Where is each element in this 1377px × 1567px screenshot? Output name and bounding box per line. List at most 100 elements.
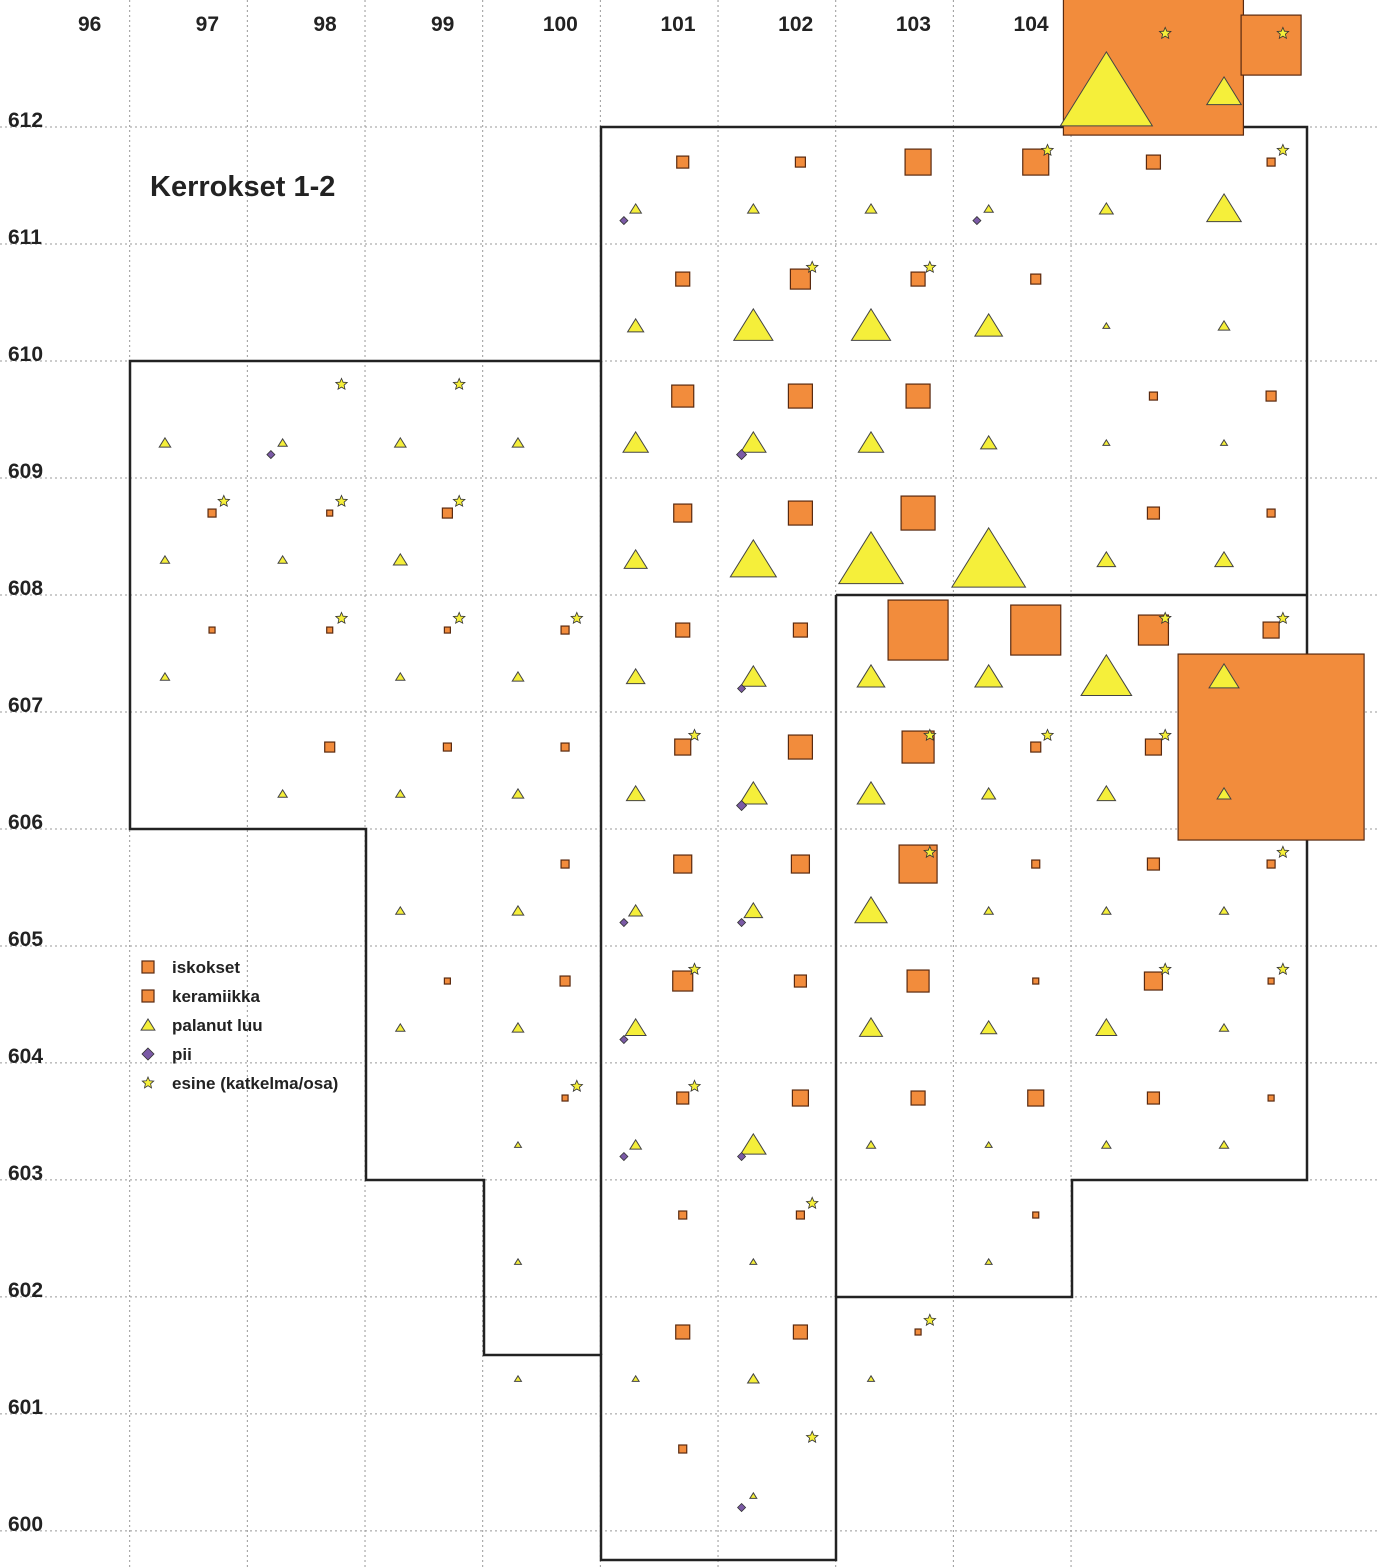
find-triangle <box>1218 1139 1230 1149</box>
find-triangle <box>1205 75 1243 106</box>
find-square <box>794 156 807 168</box>
find-triangle <box>394 905 406 915</box>
y-tick-label: 606 <box>8 811 43 834</box>
legend-label: keramiikka <box>172 987 260 1006</box>
find-triangle <box>394 788 406 798</box>
find-triangle <box>1219 438 1229 446</box>
x-tick-label: 101 <box>661 13 696 36</box>
find-triangle <box>973 663 1004 688</box>
find-triangle <box>277 788 289 798</box>
find-square <box>1144 738 1163 756</box>
find-triangle <box>746 202 760 214</box>
find-triangle <box>1096 550 1117 568</box>
find-triangle <box>984 1257 994 1265</box>
y-tick-label: 607 <box>8 694 43 717</box>
find-square <box>675 271 691 287</box>
find-square <box>678 1444 688 1454</box>
tick-labels: 96 97 98 99 100 101 102 103 104 612 611 610 609 608 60… <box>8 13 1049 1536</box>
find-diamond <box>737 917 747 928</box>
find-triangle <box>1218 905 1230 915</box>
find-triangle <box>511 670 525 682</box>
find-triangle <box>1098 201 1115 215</box>
find-star <box>217 494 231 508</box>
find-square <box>678 1210 688 1220</box>
find-star <box>1158 962 1172 976</box>
find-square <box>672 970 694 992</box>
y-tick-label: 600 <box>8 1513 43 1536</box>
x-tick-label: 98 <box>313 13 337 36</box>
find-square <box>673 503 693 523</box>
find-square <box>671 384 695 408</box>
find-square <box>1030 273 1042 285</box>
find-triangle <box>392 552 409 566</box>
find-triangle <box>739 1132 767 1155</box>
find-star <box>923 728 937 742</box>
find-triangle <box>277 437 289 447</box>
find-diamond <box>619 1151 629 1162</box>
find-star <box>687 1079 702 1093</box>
find-diamond <box>619 1034 629 1045</box>
find-triangle <box>748 1491 758 1499</box>
find-square <box>141 960 155 974</box>
find-square <box>1145 154 1162 170</box>
find-square <box>442 742 452 752</box>
find-star <box>334 611 349 625</box>
find-triangle <box>865 1139 877 1149</box>
find-square <box>795 1210 806 1220</box>
find-triangle <box>729 538 778 578</box>
find-star <box>570 1079 584 1093</box>
x-tick-label: 102 <box>778 13 813 36</box>
find-square <box>443 977 451 985</box>
find-triangle <box>980 786 997 800</box>
find-square <box>904 148 932 176</box>
find-triangle <box>513 1140 523 1148</box>
find-triangle <box>625 784 646 802</box>
find-diamond <box>736 449 748 461</box>
find-star <box>334 377 349 391</box>
find-square <box>1240 14 1302 76</box>
find-triangle <box>1100 1139 1112 1149</box>
map-title: Kerrokset 1-2 <box>150 171 335 203</box>
find-triangle <box>748 1257 758 1265</box>
find-star <box>452 611 466 625</box>
legend: iskokset keramiikka palanut luu pii esine (k… <box>140 958 338 1093</box>
find-triangle <box>622 430 650 453</box>
find-square <box>1032 1211 1040 1219</box>
find-square <box>787 734 814 760</box>
find-triangle <box>511 787 525 799</box>
find-star <box>570 611 584 625</box>
find-star <box>923 1313 937 1327</box>
find-square <box>326 509 334 517</box>
find-square <box>905 383 931 409</box>
find-diamond <box>619 216 629 226</box>
find-triangle <box>983 905 995 915</box>
find-square <box>1267 1094 1275 1102</box>
find-diamond <box>619 917 629 928</box>
find-triangle <box>626 317 645 333</box>
x-tick-label: 96 <box>78 13 101 36</box>
find-triangle <box>624 1017 647 1036</box>
find-square <box>900 495 936 531</box>
y-tick-label: 608 <box>8 577 43 600</box>
find-triangle <box>511 904 525 916</box>
find-square <box>441 507 453 519</box>
find-triangle <box>511 1021 525 1033</box>
find-triangle <box>1217 319 1231 331</box>
find-star <box>1276 143 1290 157</box>
find-triangle <box>856 663 886 688</box>
find-square <box>1262 621 1280 639</box>
find-star <box>334 494 349 508</box>
find-triangle <box>629 1138 643 1150</box>
find-triangle <box>393 436 407 448</box>
legend-label: iskokset <box>172 958 240 977</box>
find-square <box>1030 741 1042 753</box>
find-star <box>1276 26 1290 40</box>
find-square <box>673 854 693 874</box>
legend-label: pii <box>172 1045 192 1064</box>
find-star <box>923 845 937 859</box>
find-square <box>906 969 930 993</box>
find-square <box>560 742 570 752</box>
find-diamond <box>737 683 747 694</box>
find-triangle <box>1095 1017 1118 1036</box>
